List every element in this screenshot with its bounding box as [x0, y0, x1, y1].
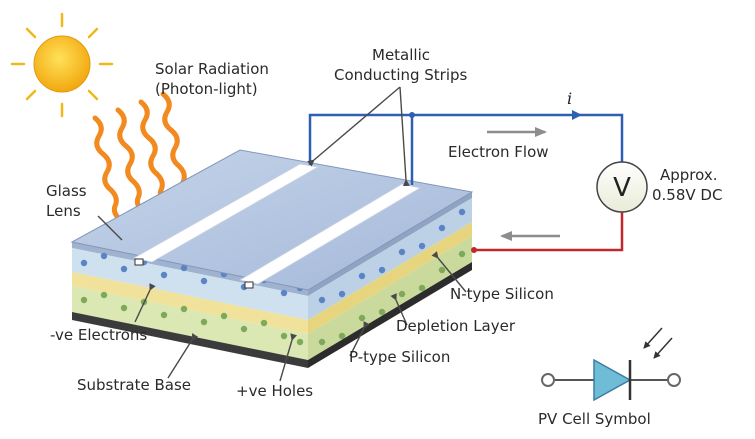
- depletion-label: Depletion Layer: [396, 317, 516, 335]
- current-symbol: i: [567, 89, 572, 108]
- right-depletion-layer: [308, 222, 472, 334]
- front-depletion-layer: [72, 272, 308, 334]
- front-substrate: [72, 312, 308, 368]
- right-glass-edge: [308, 192, 472, 296]
- lens-label: Lens: [46, 202, 81, 220]
- voltmeter-icon: V: [596, 161, 648, 213]
- front-n-layer: [72, 248, 308, 320]
- front-p-layer: [72, 286, 308, 360]
- voltage-label: 0.58V DC: [652, 186, 722, 204]
- electron-flow-label: Electron Flow: [448, 143, 549, 161]
- photodiode-symbol-icon: [541, 327, 681, 402]
- approx-label: Approx.: [660, 166, 718, 184]
- glass-lens-top: [70, 149, 474, 291]
- n-type-label: N-type Silicon: [450, 285, 554, 303]
- conducting-strips-label: Conducting Strips: [334, 66, 468, 84]
- voltmeter-symbol: V: [613, 173, 631, 203]
- pv-cell-symbol-label: PV Cell Symbol: [538, 410, 651, 428]
- p-type-label: P-type Silicon: [349, 348, 450, 366]
- positive-wire: [474, 212, 624, 252]
- ve-electrons-label: -ve Electrons: [50, 326, 147, 344]
- metallic-label: Metallic: [372, 46, 430, 64]
- substrate-label: Substrate Base: [77, 376, 191, 394]
- negative-wire: [308, 113, 414, 185]
- right-substrate: [308, 262, 472, 368]
- right-p-layer: [308, 236, 472, 360]
- sun-icon: [10, 12, 114, 118]
- ve-holes-label: +ve Holes: [236, 382, 313, 400]
- solar-radiation-label: Solar Radiation: [155, 60, 269, 78]
- right-n-layer: [308, 198, 472, 320]
- glass-label: Glass: [46, 182, 87, 200]
- hole-dots: [80, 250, 466, 346]
- photon-light-label: (Photon-light): [155, 80, 258, 98]
